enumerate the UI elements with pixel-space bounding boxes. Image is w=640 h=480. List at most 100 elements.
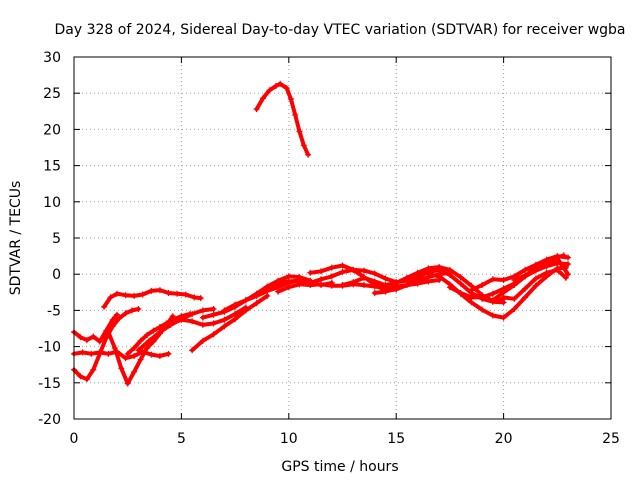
y-tick-label: 25 xyxy=(43,86,61,102)
data-point xyxy=(242,307,249,314)
series-track-9 xyxy=(167,304,249,328)
series-track-4 xyxy=(71,348,172,362)
data-point xyxy=(242,297,249,304)
data-point xyxy=(131,292,138,299)
data-point xyxy=(560,252,567,259)
data-point xyxy=(457,290,464,297)
data-point xyxy=(307,282,314,289)
data-point xyxy=(182,291,189,298)
data-point xyxy=(83,337,90,344)
data-point xyxy=(96,350,103,357)
data-point xyxy=(167,320,174,327)
data-point xyxy=(277,80,284,87)
data-point xyxy=(328,282,335,289)
data-point xyxy=(350,266,357,273)
data-point xyxy=(500,276,507,283)
series-line xyxy=(426,265,568,320)
data-point xyxy=(307,269,314,276)
y-tick-label: 15 xyxy=(43,159,61,175)
data-point xyxy=(436,266,443,273)
series-line xyxy=(190,293,270,353)
data-point xyxy=(565,261,572,268)
data-point xyxy=(500,299,507,306)
data-point xyxy=(371,278,378,285)
series-track-1 xyxy=(253,80,312,158)
data-point xyxy=(90,333,97,340)
data-point xyxy=(436,273,443,280)
data-point xyxy=(148,351,155,358)
data-point xyxy=(489,276,496,283)
data-point xyxy=(156,353,163,360)
data-point xyxy=(285,284,292,291)
data-point xyxy=(522,294,529,301)
data-point xyxy=(457,280,464,287)
data-point xyxy=(305,151,312,158)
data-point xyxy=(189,347,196,354)
data-point xyxy=(275,279,282,286)
data-point xyxy=(199,307,206,314)
data-point xyxy=(210,305,217,312)
data-point xyxy=(371,270,378,277)
data-point xyxy=(543,269,550,276)
data-point xyxy=(232,316,239,323)
data-point xyxy=(403,282,410,289)
data-point xyxy=(165,350,172,357)
data-point xyxy=(137,356,144,363)
data-point xyxy=(457,274,464,281)
data-point xyxy=(350,279,357,286)
data-point xyxy=(83,376,90,383)
data-point xyxy=(105,329,112,336)
data-point xyxy=(292,111,299,118)
data-point xyxy=(479,306,486,313)
data-point xyxy=(148,287,155,294)
y-tick-label: 0 xyxy=(52,267,61,283)
data-point xyxy=(88,350,95,357)
data-point xyxy=(122,292,129,299)
data-point xyxy=(189,318,196,325)
data-point xyxy=(565,254,572,261)
data-point xyxy=(137,337,144,344)
data-point xyxy=(360,282,367,289)
data-point xyxy=(565,271,572,278)
data-point xyxy=(146,337,153,344)
data-point xyxy=(191,294,198,301)
data-point xyxy=(165,290,172,297)
data-point xyxy=(468,287,475,294)
data-point xyxy=(253,292,260,299)
data-point xyxy=(318,268,325,275)
chart-title: Day 328 of 2024, Sidereal Day-to-day VTE… xyxy=(54,22,625,38)
data-point xyxy=(479,294,486,301)
series-track-5 xyxy=(71,305,142,383)
data-point xyxy=(272,82,279,89)
data-point xyxy=(296,281,303,288)
series-line xyxy=(72,307,141,382)
data-point xyxy=(468,299,475,306)
data-point xyxy=(178,316,185,323)
series-line xyxy=(125,312,192,356)
y-tick-label: 30 xyxy=(43,50,61,66)
data-point xyxy=(382,288,389,295)
series-track-18 xyxy=(425,264,569,321)
data-point xyxy=(468,294,475,301)
data-point xyxy=(511,276,518,283)
data-point xyxy=(414,269,421,276)
data-point xyxy=(113,311,120,318)
data-point xyxy=(446,284,453,291)
data-point xyxy=(382,282,389,289)
data-point xyxy=(425,271,432,278)
series-track-23 xyxy=(511,255,572,283)
data-point xyxy=(156,287,163,294)
data-point xyxy=(532,266,539,273)
data-point xyxy=(260,95,267,102)
data-point xyxy=(199,321,206,328)
data-point xyxy=(339,282,346,289)
data-point xyxy=(382,275,389,282)
data-point xyxy=(554,266,561,273)
data-point xyxy=(116,315,123,322)
data-point xyxy=(318,276,325,283)
x-tick-label: 20 xyxy=(495,431,513,447)
data-point xyxy=(300,142,307,149)
data-point xyxy=(124,380,131,387)
data-point xyxy=(199,337,206,344)
